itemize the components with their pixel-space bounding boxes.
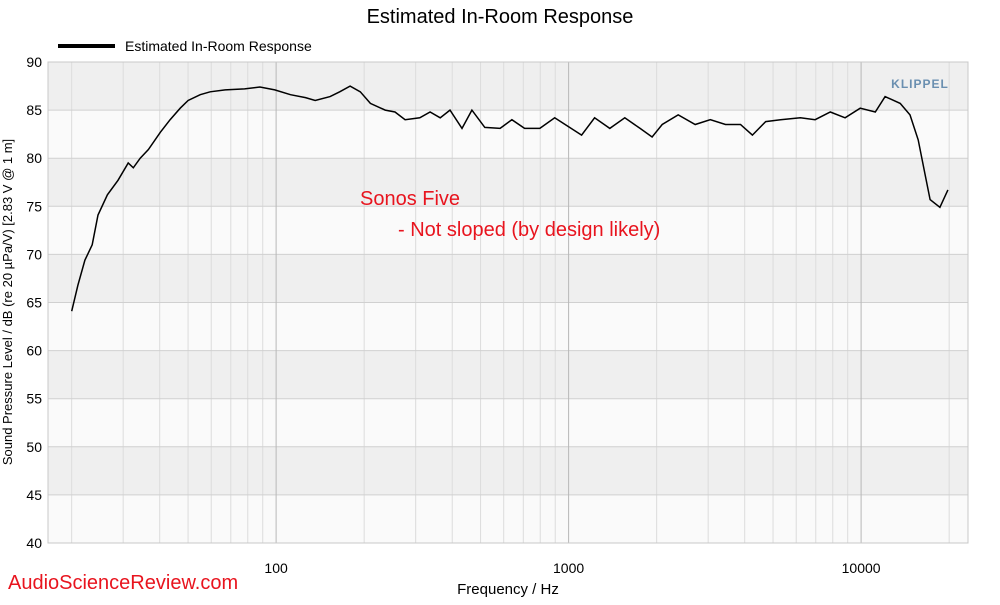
- y-tick-label: 45: [26, 487, 42, 503]
- y-tick-label: 90: [26, 54, 42, 70]
- y-tick-label: 65: [26, 295, 42, 311]
- grid-band: [48, 350, 968, 399]
- y-tick-label: 70: [26, 246, 42, 262]
- annotation: Sonos Five: [360, 188, 460, 210]
- grid-band: [48, 158, 968, 207]
- y-tick-label: 85: [26, 102, 42, 118]
- plot-border: [47, 61, 969, 544]
- x-tick-label: 100: [264, 560, 288, 576]
- watermark: AudioScienceReview.com: [8, 572, 238, 594]
- x-axis-label: Frequency / Hz: [457, 581, 559, 598]
- y-tick-label: 40: [26, 535, 42, 551]
- chart-title: Estimated In-Room Response: [367, 6, 634, 28]
- y-tick-label: 75: [26, 198, 42, 214]
- grid-band: [48, 254, 968, 303]
- data-line: [70, 85, 949, 312]
- y-tick-label: 50: [26, 439, 42, 455]
- y-tick-label: 80: [26, 150, 42, 166]
- logo: KLIPPEL: [891, 77, 949, 91]
- grid-band: [48, 446, 968, 495]
- y-axis-label: Sound Pressure Level / dB (re 20 µPa/V) …: [0, 139, 15, 465]
- y-tick-label: 60: [26, 343, 42, 359]
- annotation: - Not sloped (by design likely): [398, 219, 660, 241]
- x-tick-label: 1000: [553, 560, 584, 576]
- grid-band: [48, 62, 968, 111]
- y-tick-label: 55: [26, 391, 42, 407]
- legend-label: Estimated In-Room Response: [125, 38, 312, 54]
- x-tick-label: 10000: [842, 560, 881, 576]
